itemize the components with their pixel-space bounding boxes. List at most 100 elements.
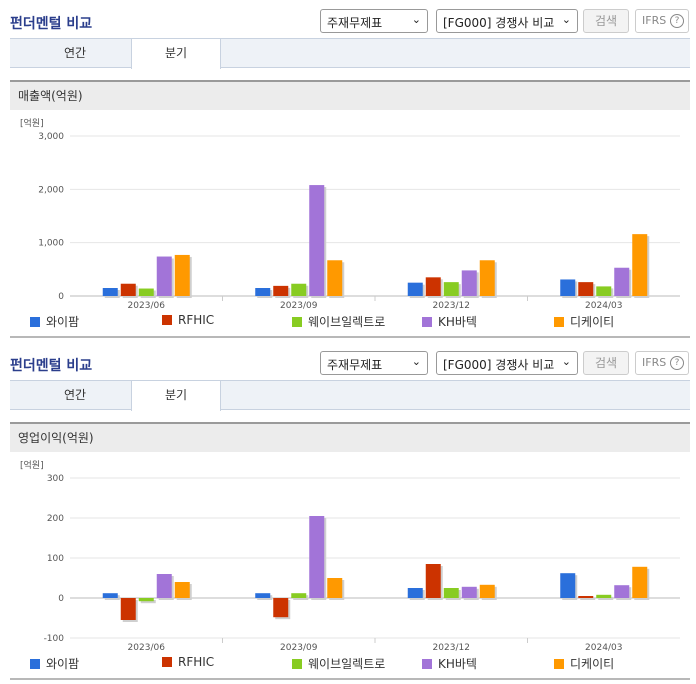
- panel-title: 펀더멘털 비교: [10, 16, 93, 32]
- legend-swatch: [292, 317, 302, 327]
- bar[interactable]: [443, 282, 459, 296]
- legend-swatch: [292, 659, 302, 669]
- legend-item[interactable]: 와이팜: [30, 313, 79, 330]
- bar[interactable]: [255, 593, 271, 598]
- legend-item[interactable]: RFHIC: [162, 313, 214, 327]
- bar[interactable]: [425, 277, 441, 296]
- bar[interactable]: [156, 574, 172, 598]
- legend-label: 디케이티: [570, 315, 615, 329]
- statement-type-select[interactable]: 주재무제표 ⌄: [320, 9, 428, 33]
- bar[interactable]: [632, 234, 648, 296]
- bar[interactable]: [596, 286, 612, 296]
- tab-quarterly[interactable]: 분기: [131, 39, 221, 69]
- bar[interactable]: [560, 573, 576, 598]
- ifrs-help-button[interactable]: IFRS ?: [635, 351, 689, 375]
- legend-item[interactable]: 디케이티: [554, 655, 614, 672]
- bar-shadow: [598, 596, 614, 600]
- bar[interactable]: [614, 585, 630, 598]
- bar[interactable]: [327, 260, 343, 296]
- bar[interactable]: [461, 586, 477, 598]
- unit-label: [억원]: [20, 459, 44, 471]
- bar[interactable]: [255, 288, 271, 296]
- ifrs-help-button[interactable]: IFRS ?: [635, 9, 689, 33]
- legend-item[interactable]: 디케이티: [554, 313, 614, 330]
- bar[interactable]: [632, 566, 648, 598]
- metric-header: 매출액(억원): [10, 80, 690, 110]
- legend-label: RFHIC: [178, 313, 215, 327]
- legend-item[interactable]: RFHIC: [162, 655, 214, 669]
- fundamental-panel-revenue: 펀더멘털 비교 주재무제표 ⌄ [FG000] 경쟁사 비교 ⌄ 검색 IFRS…: [0, 0, 696, 340]
- statement-type-select[interactable]: 주재무제표 ⌄: [320, 351, 428, 375]
- bar[interactable]: [578, 596, 594, 598]
- tab-annual[interactable]: 연간: [63, 388, 87, 402]
- statement-type-value: 주재무제표: [327, 16, 383, 30]
- fundamental-panel-operating-profit: 펀더멘털 비교 주재무제표 ⌄ [FG000] 경쟁사 비교 ⌄ 검색 IFRS…: [0, 342, 696, 684]
- bar[interactable]: [291, 593, 307, 598]
- chart-legend: 와이팜 RFHIC 웨이브일렉트로 KH바텍 디케이티: [30, 313, 690, 331]
- revenue-chart: [억원] 0 1,000 2,000 3,000 2023/06 2023/09 2023/1…: [20, 117, 680, 311]
- bar[interactable]: [273, 598, 289, 618]
- x-tick-label: 2023/09: [280, 301, 318, 311]
- bar[interactable]: [407, 282, 423, 296]
- bar[interactable]: [560, 279, 576, 296]
- divider: [10, 336, 690, 338]
- bar[interactable]: [596, 594, 612, 598]
- bar[interactable]: [479, 584, 495, 598]
- peer-group-select[interactable]: [FG000] 경쟁사 비교 ⌄: [436, 351, 578, 375]
- operating-profit-chart: [억원] -100 0 100 200 300 2023/06 2023/09 2023/12 2…: [20, 459, 680, 653]
- bar[interactable]: [273, 285, 289, 296]
- peer-group-select[interactable]: [FG000] 경쟁사 비교 ⌄: [436, 9, 578, 33]
- bar[interactable]: [443, 588, 459, 598]
- bar[interactable]: [156, 256, 172, 296]
- bar[interactable]: [174, 254, 190, 296]
- unit-label: [억원]: [20, 117, 44, 129]
- bar[interactable]: [291, 283, 307, 296]
- bar[interactable]: [120, 283, 136, 296]
- legend-swatch: [30, 659, 40, 669]
- bar[interactable]: [102, 288, 118, 296]
- legend-item[interactable]: 와이팜: [30, 655, 79, 672]
- question-icon: ?: [670, 356, 684, 370]
- legend-item[interactable]: KH바텍: [422, 313, 477, 330]
- period-tabs: 연간 분기: [10, 38, 690, 69]
- bar[interactable]: [309, 516, 325, 598]
- bar[interactable]: [138, 598, 154, 602]
- legend-label: 웨이브일렉트로: [308, 657, 386, 671]
- bar-shadow: [140, 600, 156, 604]
- tab-quarterly[interactable]: 분기: [131, 381, 221, 411]
- legend-item[interactable]: 웨이브일렉트로: [292, 655, 385, 672]
- bar[interactable]: [407, 588, 423, 598]
- bar[interactable]: [138, 288, 154, 296]
- bar[interactable]: [614, 267, 630, 296]
- panel-title: 펀더멘털 비교: [10, 358, 93, 374]
- bar[interactable]: [578, 282, 594, 296]
- legend-item[interactable]: KH바텍: [422, 655, 477, 672]
- bar[interactable]: [479, 260, 495, 296]
- statement-type-value: 주재무제표: [327, 358, 383, 372]
- bar[interactable]: [327, 578, 343, 598]
- bar[interactable]: [461, 270, 477, 296]
- y-tick-label: 300: [47, 474, 64, 484]
- y-tick-label: 100: [47, 554, 64, 564]
- y-tick-label: 0: [58, 292, 64, 302]
- bar[interactable]: [309, 185, 325, 296]
- bar[interactable]: [425, 564, 441, 598]
- bar[interactable]: [120, 598, 136, 620]
- legend-swatch: [422, 317, 432, 327]
- legend-item[interactable]: 웨이브일렉트로: [292, 313, 385, 330]
- legend-swatch: [30, 317, 40, 327]
- bar[interactable]: [102, 593, 118, 598]
- y-tick-label: 1,000: [38, 239, 64, 249]
- y-tick-label: 0: [58, 594, 64, 604]
- legend-label: KH바텍: [438, 657, 477, 671]
- x-tick-label: 2024/03: [585, 643, 622, 653]
- tab-annual[interactable]: 연간: [63, 46, 87, 60]
- legend-swatch: [162, 315, 172, 325]
- search-button[interactable]: 검색: [583, 351, 629, 375]
- legend-swatch: [554, 659, 564, 669]
- bar[interactable]: [174, 582, 190, 598]
- ifrs-label: IFRS: [642, 356, 667, 369]
- search-button[interactable]: 검색: [583, 9, 629, 33]
- panel-header: 펀더멘털 비교 주재무제표 ⌄ [FG000] 경쟁사 비교 ⌄ 검색 IFRS…: [10, 9, 690, 35]
- y-tick-label: -100: [44, 634, 65, 644]
